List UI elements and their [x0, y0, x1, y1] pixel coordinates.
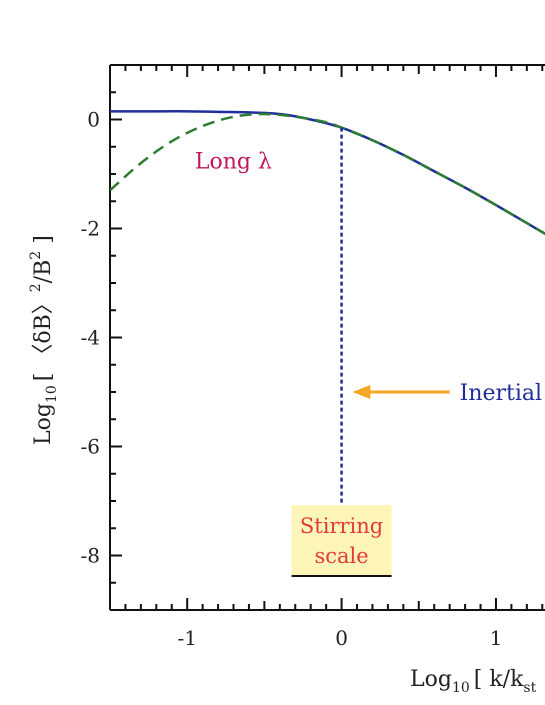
series-line-solid — [110, 110, 545, 236]
y-label-body: [ 〈δB〉 — [31, 292, 56, 381]
y-label-sub: 10 — [44, 385, 60, 403]
x-tick-label: -1 — [177, 626, 196, 650]
y-tick-label: -8 — [81, 544, 100, 568]
tick-labels: 0 -2 -4 -6 -8 -1 0 1 — [81, 108, 503, 651]
x-label-prefix: Log — [410, 667, 452, 692]
series-line-dashed — [110, 112, 545, 236]
inertial-range-label: Inertial r — [460, 381, 545, 406]
long-lambda-label: Long λ — [195, 150, 272, 175]
y-label-sup2: 2 — [28, 251, 44, 260]
series-group — [110, 110, 545, 236]
x-tick-label: 1 — [490, 626, 503, 650]
y-axis-label: Log10[ 〈δB〉2/B2 ] — [28, 235, 60, 445]
stirring-label-line2: scale — [314, 544, 368, 568]
x-axis-label: Log10[ k/kst — [410, 667, 537, 696]
y-tick-label: -6 — [81, 435, 100, 459]
x-label-sub: 10 — [452, 680, 470, 696]
stirring-label-line1: Stirring — [300, 514, 383, 538]
x-label-tail: st — [523, 680, 536, 696]
y-label-prefix: Log — [31, 403, 56, 445]
axis-ticks — [109, 64, 544, 611]
y-label-mid: /B — [31, 260, 56, 284]
y-tick-label: 0 — [87, 108, 100, 132]
y-label-sup1: 2 — [28, 283, 44, 292]
x-tick-label: 0 — [335, 626, 348, 650]
stirring-label-box — [291, 505, 392, 575]
x-label-body: [ k/k — [474, 667, 524, 692]
inertial-arrow-head — [352, 385, 371, 399]
y-label-end: ] — [31, 235, 56, 251]
annotations: Long λ Stirring scale Inertial r — [195, 127, 545, 577]
y-tick-label: -4 — [81, 326, 100, 350]
y-tick-label: -2 — [81, 217, 100, 241]
